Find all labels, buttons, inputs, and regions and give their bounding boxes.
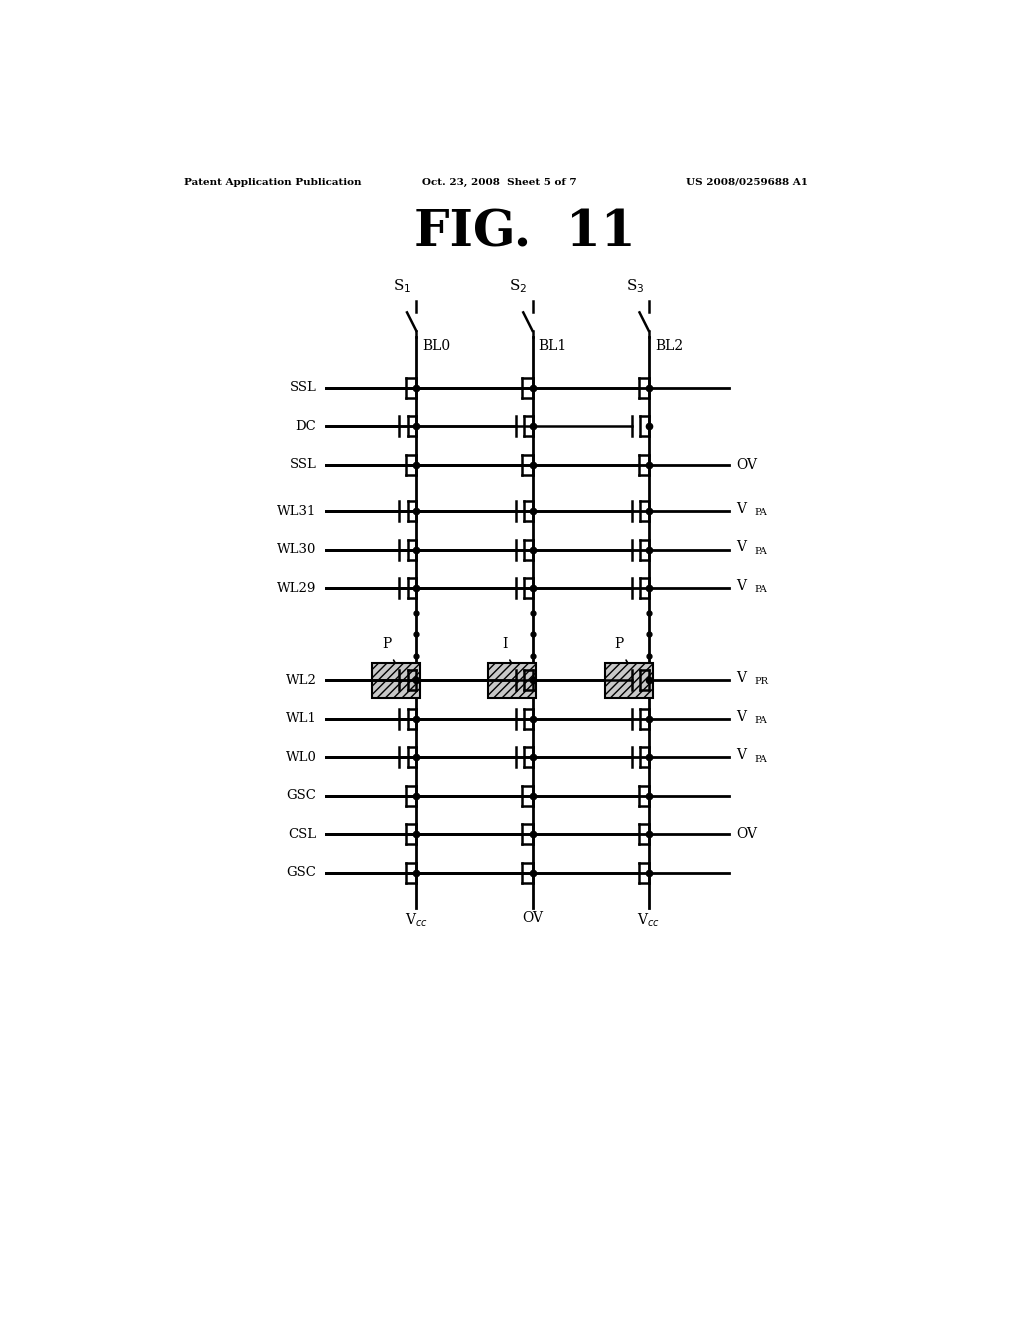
Bar — [604, 663, 652, 698]
Text: PA: PA — [755, 508, 767, 517]
Text: DC: DC — [296, 420, 316, 433]
Text: WL1: WL1 — [286, 713, 316, 726]
Text: OV: OV — [736, 828, 758, 841]
Text: SSL: SSL — [290, 458, 316, 471]
Text: V: V — [736, 671, 746, 685]
Text: Patent Application Publication: Patent Application Publication — [183, 178, 361, 186]
Text: SSL: SSL — [290, 381, 316, 395]
Text: P: P — [382, 636, 391, 651]
Text: P: P — [614, 636, 624, 651]
Text: US 2008/0259688 A1: US 2008/0259688 A1 — [686, 178, 808, 186]
Text: V: V — [736, 748, 746, 762]
Text: V$_{cc}$: V$_{cc}$ — [637, 912, 660, 929]
Text: BL1: BL1 — [539, 339, 567, 354]
Text: PR: PR — [755, 677, 768, 686]
Text: V: V — [736, 578, 746, 593]
Text: I: I — [503, 636, 508, 651]
Text: S$_2$: S$_2$ — [510, 277, 527, 296]
Text: WL0: WL0 — [286, 751, 316, 764]
Text: V: V — [736, 710, 746, 723]
Text: BL0: BL0 — [423, 339, 451, 354]
Text: GSC: GSC — [287, 866, 316, 879]
Text: PA: PA — [755, 585, 767, 594]
Text: OV: OV — [522, 912, 543, 925]
Text: BL2: BL2 — [655, 339, 683, 354]
Text: GSC: GSC — [287, 789, 316, 803]
Bar — [372, 663, 420, 698]
Text: WL2: WL2 — [286, 675, 316, 686]
Text: WL29: WL29 — [276, 582, 316, 594]
Text: OV: OV — [736, 458, 758, 471]
Text: WL31: WL31 — [276, 504, 316, 517]
Bar — [488, 663, 537, 698]
Text: CSL: CSL — [288, 828, 316, 841]
Text: PA: PA — [755, 715, 767, 725]
Text: Oct. 23, 2008  Sheet 5 of 7: Oct. 23, 2008 Sheet 5 of 7 — [423, 178, 578, 186]
Text: V: V — [736, 502, 746, 516]
Text: PA: PA — [755, 755, 767, 763]
Text: S$_1$: S$_1$ — [393, 277, 412, 296]
Text: S$_3$: S$_3$ — [626, 277, 644, 296]
Text: PA: PA — [755, 546, 767, 556]
Text: FIG.  11: FIG. 11 — [414, 209, 636, 257]
Text: V: V — [736, 540, 746, 554]
Text: WL30: WL30 — [276, 543, 316, 556]
Text: V$_{cc}$: V$_{cc}$ — [404, 912, 428, 929]
